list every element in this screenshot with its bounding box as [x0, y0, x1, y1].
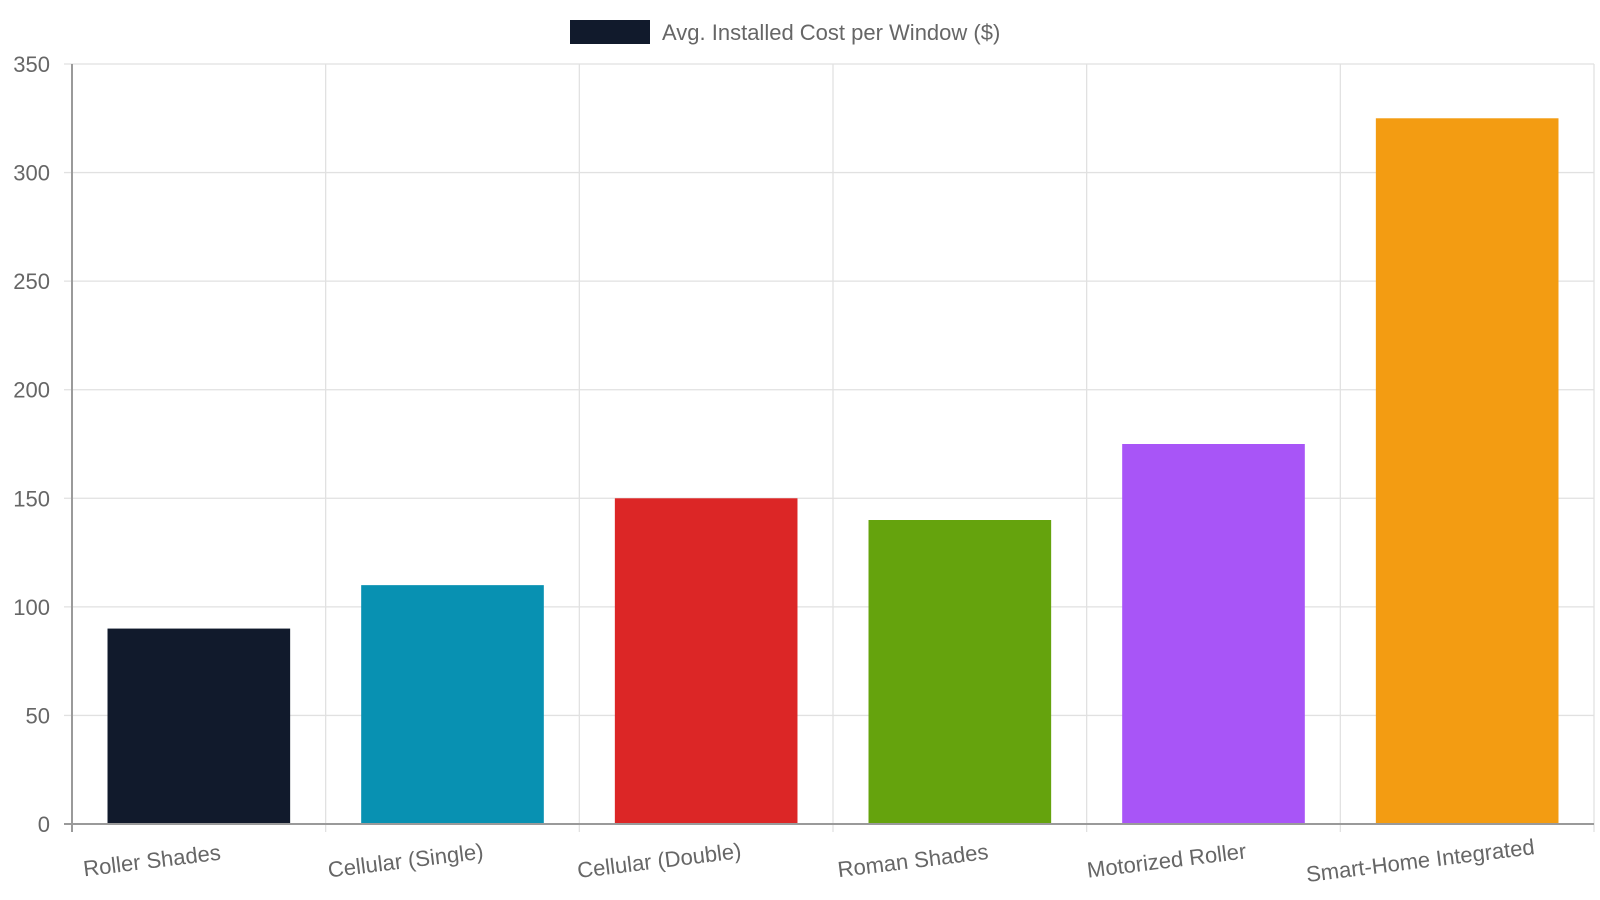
axes [64, 64, 1594, 832]
bar [1122, 444, 1305, 824]
y-tick-label: 150 [13, 486, 50, 511]
legend: Avg. Installed Cost per Window ($) [570, 20, 1000, 45]
y-tick-label: 100 [13, 595, 50, 620]
bar [107, 628, 291, 824]
y-tick-label: 200 [13, 378, 50, 403]
y-tick-label: 50 [26, 703, 50, 728]
legend-label: Avg. Installed Cost per Window ($) [662, 20, 1000, 45]
x-tick-label: Smart-Home Integrated [1305, 834, 1536, 887]
y-axis-ticks: 0 50 100 150 200 250 300 350 [13, 52, 50, 837]
y-tick-label: 350 [13, 52, 50, 77]
x-axis-ticks: Roller Shades Cellular (Single) Cellular (… [82, 834, 1536, 887]
x-tick-label: Roman Shades [836, 839, 990, 882]
bar [614, 498, 798, 824]
x-tick-label: Cellular (Double) [576, 838, 743, 883]
x-tick-label: Motorized Roller [1086, 838, 1248, 882]
gridlines [64, 63, 1595, 832]
legend-swatch [570, 20, 650, 44]
y-tick-label: 300 [13, 161, 50, 186]
bars [107, 118, 1559, 825]
bar [1375, 118, 1559, 825]
y-tick-label: 250 [13, 269, 50, 294]
x-tick-label: Cellular (Single) [326, 839, 484, 883]
bar [868, 520, 1052, 824]
x-tick-label: Roller Shades [82, 840, 222, 882]
y-tick-label: 0 [38, 812, 50, 837]
bar [361, 585, 544, 824]
